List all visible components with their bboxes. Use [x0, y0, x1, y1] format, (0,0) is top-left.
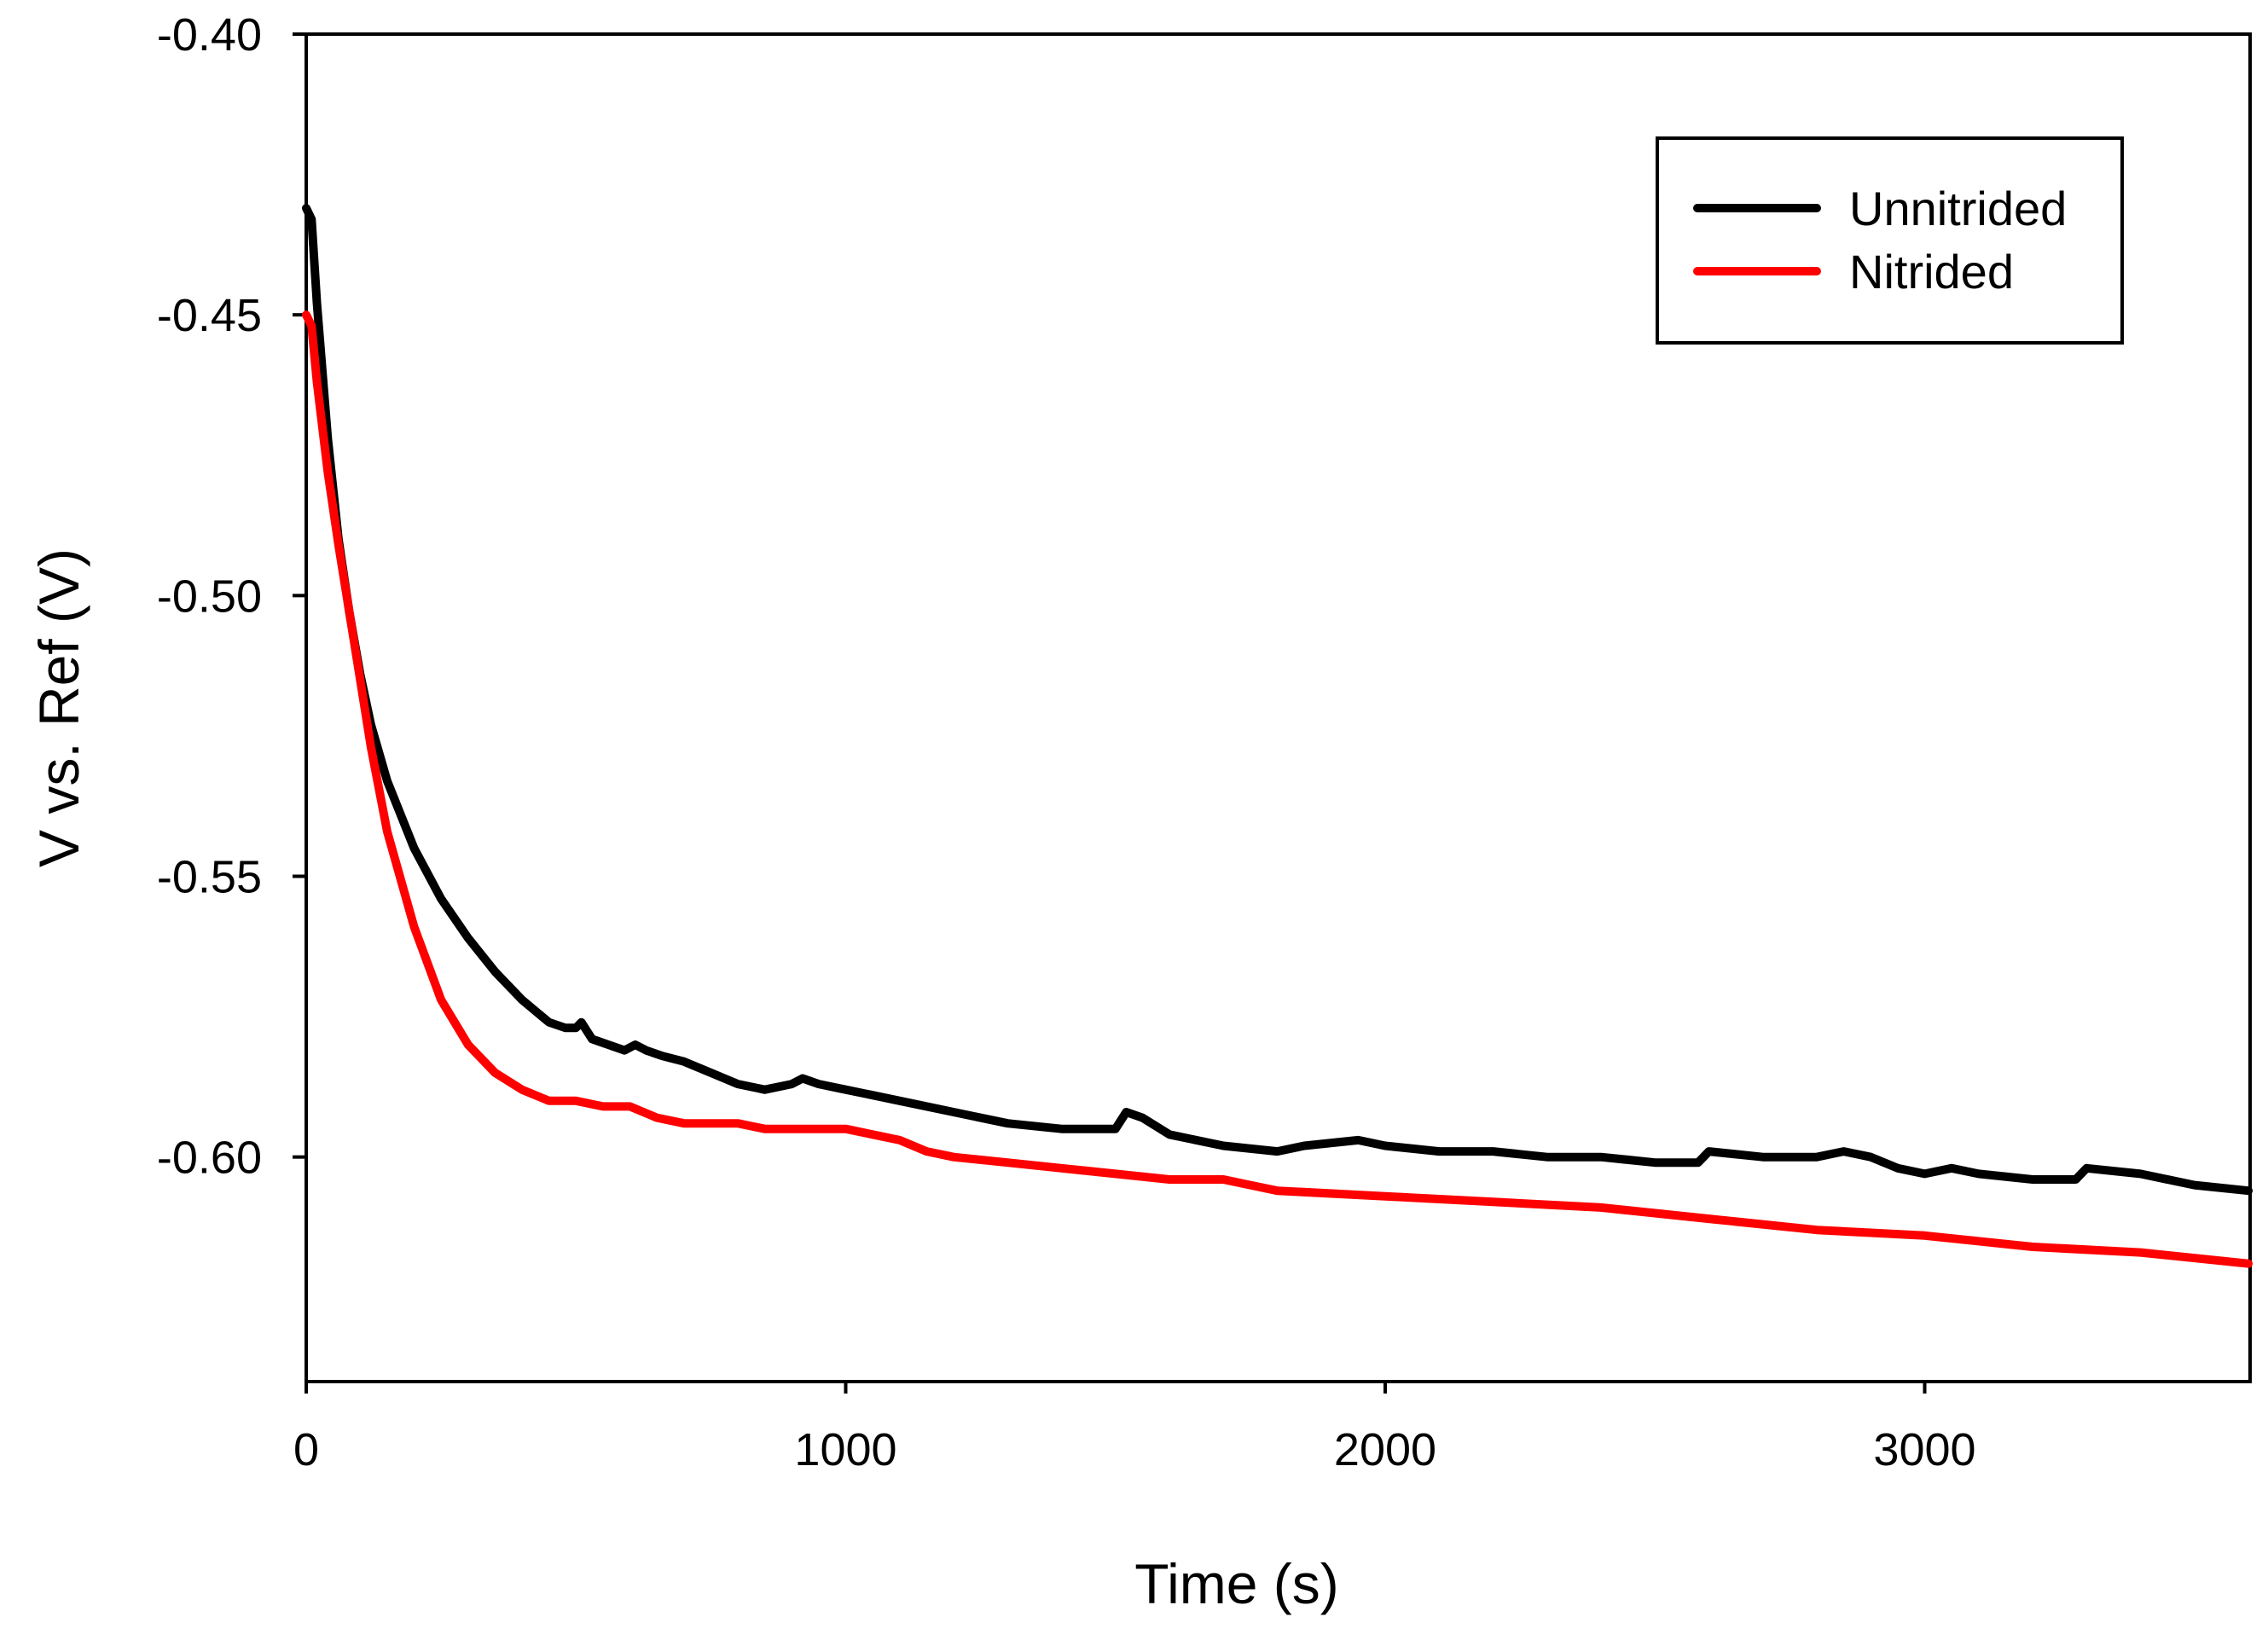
x-axis-title: Time (s): [1134, 1552, 1339, 1615]
x-tick-label-3: 3000: [1873, 1424, 1975, 1475]
y-axis: -0.40 -0.45 -0.50 -0.55 -0.60: [157, 9, 306, 1184]
y-tick-label-4: -0.60: [157, 1133, 262, 1184]
x-axis: 0 1000 2000 3000: [293, 1382, 1976, 1475]
y-tick-label-0: -0.40: [157, 9, 262, 61]
y-tick-label-3: -0.55: [157, 852, 262, 903]
legend-label-nitrided: Nitrided: [1849, 245, 2014, 298]
x-tick-label-1: 1000: [794, 1424, 896, 1475]
y-tick-label-2: -0.50: [157, 571, 262, 622]
plot-area-frame: [305, 32, 2252, 1383]
legend-label-unnitrided: Unnitrided: [1849, 182, 2067, 235]
x-tick-label-0: 0: [293, 1424, 319, 1475]
x-tick-label-2: 2000: [1334, 1424, 1436, 1475]
legend: Unnitrided Nitrided: [1656, 136, 2124, 345]
y-axis-title: V vs. Ref (V): [27, 548, 90, 867]
y-tick-label-1: -0.45: [157, 290, 262, 341]
series-line-unnitrided: [302, 204, 2253, 1196]
series-line-nitrided: [302, 310, 2253, 1268]
legend-box: [1656, 136, 2124, 345]
